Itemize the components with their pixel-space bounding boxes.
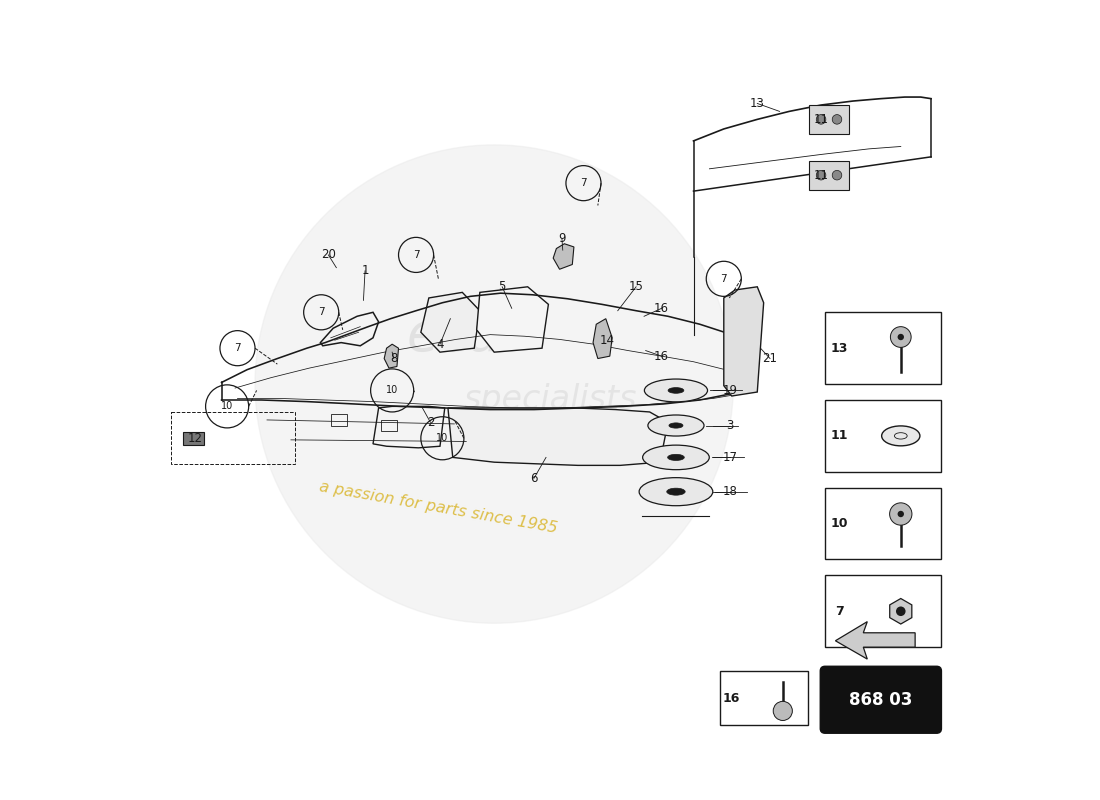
Polygon shape: [384, 344, 398, 368]
Text: 5: 5: [498, 280, 506, 294]
Text: 17: 17: [723, 451, 738, 464]
Ellipse shape: [642, 445, 710, 470]
Text: 19: 19: [723, 384, 738, 397]
Polygon shape: [448, 408, 668, 466]
Text: ecu: ecu: [407, 310, 502, 362]
Circle shape: [816, 114, 826, 124]
Text: 2: 2: [427, 416, 434, 429]
FancyBboxPatch shape: [810, 161, 849, 190]
Text: 4: 4: [437, 338, 443, 350]
Circle shape: [773, 702, 792, 721]
Text: a passion for parts since 1985: a passion for parts since 1985: [318, 479, 559, 536]
Bar: [381, 420, 397, 431]
Text: 7: 7: [234, 343, 241, 353]
Text: 868 03: 868 03: [849, 690, 913, 709]
Ellipse shape: [669, 423, 683, 428]
FancyBboxPatch shape: [821, 666, 942, 734]
Ellipse shape: [668, 454, 684, 461]
Circle shape: [896, 606, 905, 616]
Text: 6: 6: [530, 472, 538, 485]
Polygon shape: [835, 622, 915, 659]
Text: 10: 10: [221, 402, 233, 411]
Circle shape: [816, 170, 826, 180]
Text: 15: 15: [629, 280, 644, 294]
Text: 14: 14: [600, 334, 615, 346]
Polygon shape: [421, 292, 480, 352]
Polygon shape: [476, 286, 549, 352]
Text: 11: 11: [830, 430, 848, 442]
Text: specialists: specialists: [463, 383, 637, 417]
Bar: [331, 414, 346, 426]
Text: 7: 7: [720, 274, 727, 284]
Ellipse shape: [648, 415, 704, 436]
Circle shape: [898, 511, 904, 517]
Circle shape: [898, 334, 904, 340]
Text: 11: 11: [814, 169, 828, 182]
Polygon shape: [593, 318, 613, 358]
Polygon shape: [724, 286, 763, 396]
Text: 7: 7: [835, 605, 844, 618]
Text: 18: 18: [723, 485, 738, 498]
Polygon shape: [553, 244, 574, 270]
Ellipse shape: [668, 387, 684, 394]
Text: 13: 13: [750, 97, 764, 110]
Circle shape: [255, 145, 734, 623]
Text: 7: 7: [318, 307, 324, 318]
Text: 16: 16: [654, 350, 669, 362]
Text: 3: 3: [726, 419, 734, 432]
Text: 20: 20: [321, 249, 336, 262]
Text: 12: 12: [188, 432, 202, 445]
Text: 16: 16: [654, 302, 669, 315]
Ellipse shape: [881, 426, 920, 446]
Circle shape: [833, 170, 842, 180]
Text: 7: 7: [580, 178, 586, 188]
FancyBboxPatch shape: [184, 432, 204, 445]
Ellipse shape: [639, 478, 713, 506]
Text: 8: 8: [390, 352, 397, 365]
Circle shape: [890, 326, 911, 347]
Polygon shape: [890, 598, 912, 624]
Ellipse shape: [667, 488, 685, 495]
Text: 16: 16: [723, 692, 739, 705]
Circle shape: [890, 503, 912, 525]
FancyBboxPatch shape: [810, 105, 849, 134]
Text: 13: 13: [830, 342, 848, 354]
Text: 10: 10: [830, 517, 848, 530]
Ellipse shape: [645, 379, 707, 402]
Circle shape: [833, 114, 842, 124]
Text: 10: 10: [437, 434, 449, 443]
Text: 1: 1: [361, 264, 368, 278]
Text: 10: 10: [386, 386, 398, 395]
Text: 9: 9: [558, 233, 565, 246]
Text: 21: 21: [762, 352, 778, 365]
Text: 11: 11: [814, 113, 828, 126]
Text: 7: 7: [412, 250, 419, 260]
